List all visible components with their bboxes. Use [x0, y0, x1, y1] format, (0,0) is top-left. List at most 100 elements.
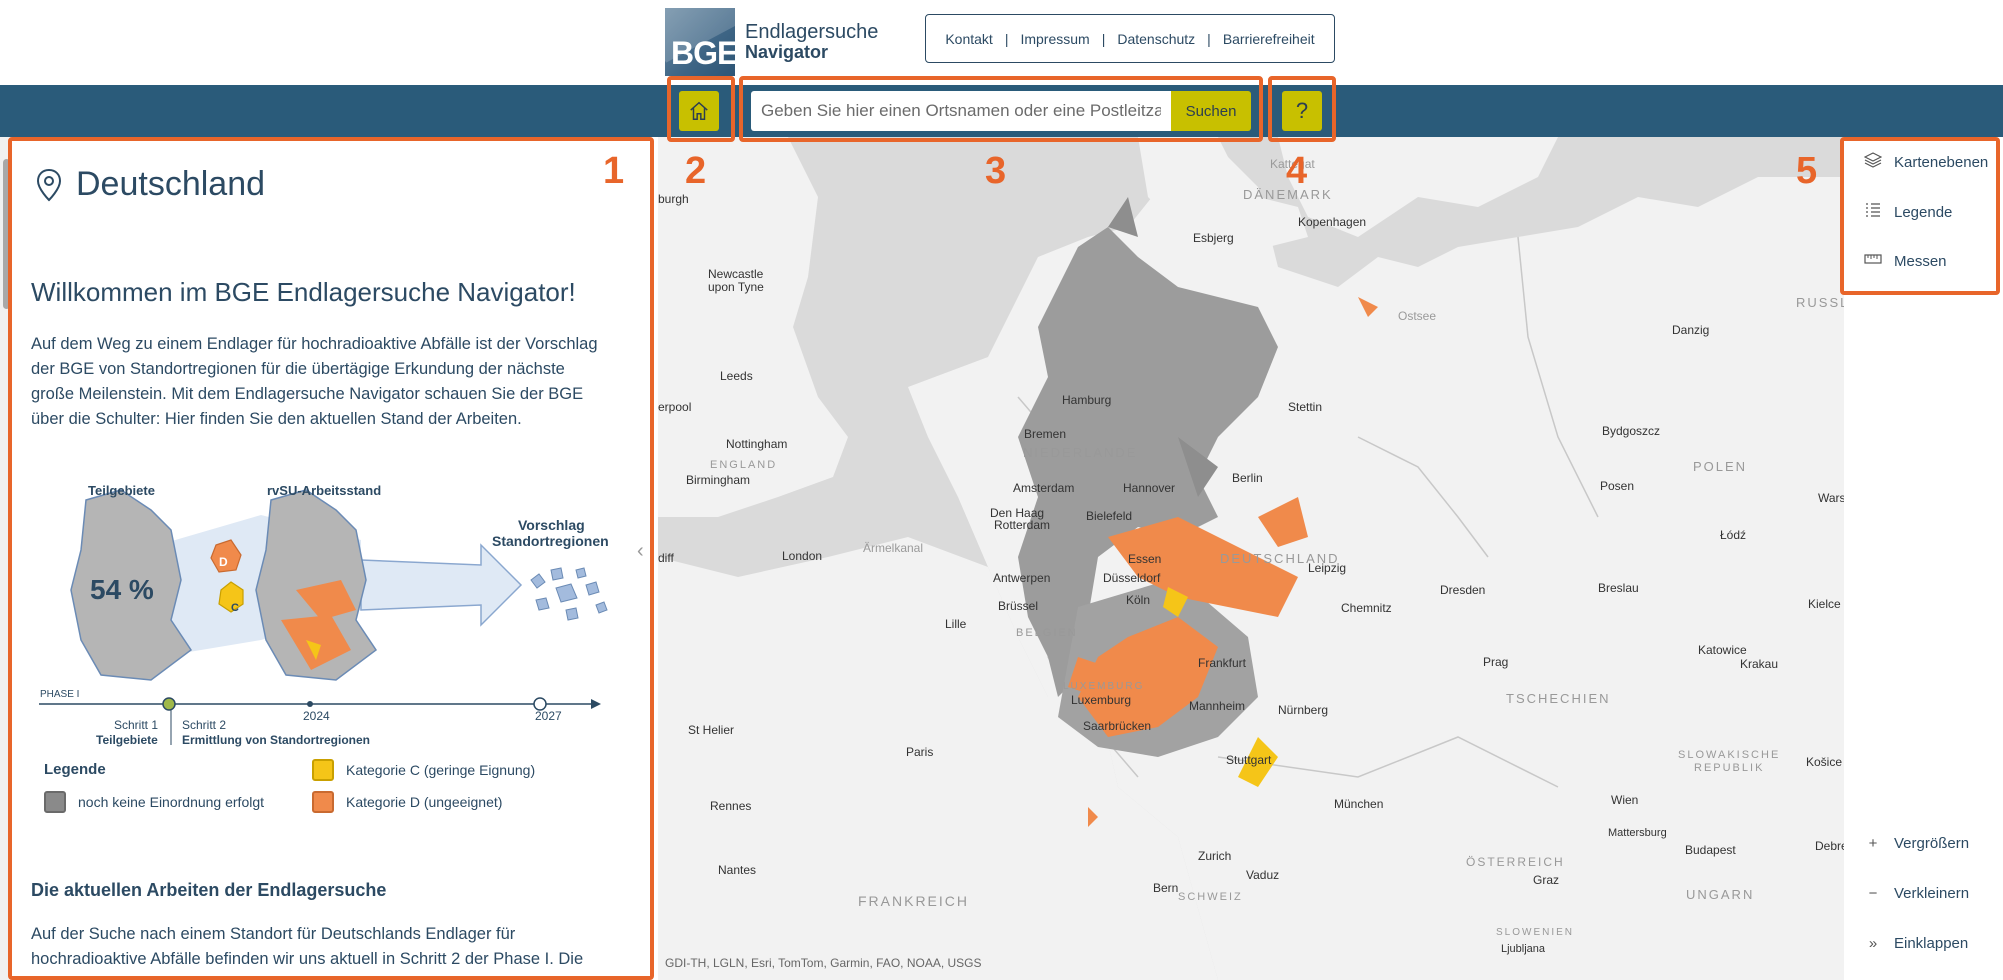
map-label: Łódź — [1720, 528, 1747, 542]
infographic-label-standortregionen: Standortregionen — [492, 533, 609, 549]
legend-swatch-c — [312, 759, 334, 781]
map-label: Ljubljana — [1501, 943, 1546, 955]
land-france — [658, 537, 1218, 980]
zoom-in-label: Vergrößern — [1894, 835, 1970, 852]
measure-button[interactable]: Messen — [1862, 252, 1947, 270]
search-bar: Suchen — [751, 91, 1251, 131]
bge-logo[interactable]: BGE Endlagersuche Navigator — [665, 8, 878, 76]
search-button[interactable]: Suchen — [1171, 91, 1251, 131]
zoom-out-label: Verkleinern — [1894, 885, 1970, 902]
map-label: Newcastle — [708, 267, 764, 281]
phase-label: PHASE I — [40, 689, 80, 700]
legend-title: Legende — [44, 761, 106, 778]
list-icon — [1862, 202, 1884, 222]
map-label: RUSSLA — [1796, 295, 1844, 310]
infographic-label-rvsu: rvSU-Arbeitsstand — [267, 483, 382, 498]
map-label: Ostsee — [1398, 309, 1437, 323]
map-label: TSCHECHIEN — [1506, 691, 1611, 706]
scrollbar-thumb[interactable] — [3, 159, 10, 309]
zoom-out-button[interactable]: − Verkleinern — [1862, 885, 1969, 902]
legend-label-d: Kategorie D (ungeeignet) — [346, 794, 503, 810]
search-input[interactable] — [751, 91, 1171, 131]
map-label: Danzig — [1672, 323, 1710, 337]
kategorie-d-areas — [1068, 497, 1308, 737]
panel-scrollbar[interactable] — [0, 137, 12, 980]
link-separator: | — [1101, 30, 1106, 47]
map-label: Nottingham — [726, 437, 788, 451]
germany-map-left — [70, 489, 193, 681]
germany-map-right — [255, 489, 378, 681]
link-kontakt[interactable]: Kontakt — [945, 30, 993, 47]
legend-label-none: noch keine Einordnung erfolgt — [78, 794, 265, 810]
welcome-heading: Willkommen im BGE Endlagersuche Navigato… — [31, 277, 576, 307]
home-button[interactable] — [679, 91, 719, 131]
logo-title-line1: Endlagersuche — [745, 21, 879, 44]
map-label: St Helier — [688, 723, 735, 737]
map-label: Ärmelkanal — [863, 541, 924, 555]
zoom-in-button[interactable]: + Vergrößern — [1862, 835, 1969, 852]
map-label: SLOWENIEN — [1496, 927, 1575, 938]
panel-collapse-arrow-icon[interactable]: ‹ — [637, 540, 644, 562]
map-label: SLOWAKISCHE — [1678, 749, 1781, 761]
step1-sub: Teilgebiete — [96, 733, 158, 747]
map-label: London — [782, 549, 823, 563]
map-label: Budapest — [1685, 843, 1736, 857]
link-impressum[interactable]: Impressum — [1020, 30, 1090, 47]
annotation-number: 3 — [985, 150, 1007, 192]
collapse-button[interactable]: » Einklappen — [1862, 935, 1968, 952]
step2-label: Schritt 2 — [182, 718, 227, 732]
step1-label: Schritt 1 — [114, 718, 159, 732]
home-icon — [690, 101, 708, 120]
infographic-percent: 54 % — [90, 574, 154, 605]
map-label: Graz — [1533, 873, 1560, 887]
map-view[interactable]: Kattegat DÄNEMARK Esbjerg Kopenhagen Ost… — [658, 137, 1844, 980]
map-label: burgh — [658, 192, 689, 206]
map-label: Hamburg — [1062, 393, 1112, 407]
year-2027: 2027 — [535, 709, 562, 723]
map-label: BELGIEN — [1016, 627, 1078, 639]
map-label: Kielce — [1808, 597, 1841, 611]
map-label: Leipzig — [1308, 561, 1347, 575]
map-label: Warschau — [1818, 491, 1844, 505]
map-label: Leeds — [720, 369, 753, 383]
intro-text: Auf dem Weg zu einem Endlager für hochra… — [31, 335, 598, 428]
link-barrierefreiheit[interactable]: Barrierefreiheit — [1222, 30, 1315, 47]
map-label: Vaduz — [1246, 868, 1280, 882]
map-label: Saarbrücken — [1083, 719, 1152, 733]
map-label: Mattersburg — [1608, 827, 1667, 839]
legend-item-none: noch keine Einordnung erfolgt — [44, 791, 264, 813]
layers-label: Kartenebenen — [1894, 153, 1989, 171]
map-label: Essen — [1128, 552, 1162, 566]
map-label: NIEDERLANDE — [1023, 445, 1138, 460]
map-label: erpool — [658, 400, 692, 414]
layers-icon — [1862, 152, 1884, 172]
map-label: POLEN — [1693, 459, 1748, 474]
infographic-label-vorschlag: Vorschlag — [518, 517, 585, 533]
map-label: Paris — [906, 745, 934, 759]
location-pin-icon — [36, 168, 62, 201]
map-label: Köln — [1126, 593, 1151, 607]
map-label: Bremen — [1024, 427, 1067, 441]
map-label: FRANKREICH — [858, 893, 970, 909]
link-separator: | — [1207, 30, 1211, 47]
land-islands — [1258, 197, 1308, 247]
double-chevron-icon: » — [1868, 935, 1878, 952]
map-label: Mannheim — [1189, 699, 1246, 713]
map-label: ÖSTERREICH — [1466, 855, 1565, 869]
infographic — [39, 489, 608, 745]
link-datenschutz[interactable]: Datenschutz — [1117, 30, 1196, 47]
map-label: ENGLAND — [710, 459, 778, 471]
help-button[interactable]: ? — [1282, 91, 1322, 131]
map-label: diff — [658, 551, 674, 565]
logo-title-line2: Navigator — [745, 42, 829, 63]
map-label: Zurich — [1198, 849, 1232, 863]
top-links: Kontakt | Impressum | Datenschutz | Barrier… — [925, 14, 1335, 63]
map-label: Chemnitz — [1341, 601, 1392, 615]
panel-title: Deutschland — [36, 165, 265, 204]
legend-label-c: Kategorie C (geringe Eignung) — [346, 762, 536, 778]
panel-title-text: Deutschland — [76, 165, 266, 203]
badge-d: D — [219, 555, 228, 569]
legend-button[interactable]: Legende — [1862, 202, 1952, 222]
layers-button[interactable]: Kartenebenen — [1862, 152, 1988, 172]
map-label: Debre — [1815, 839, 1844, 853]
